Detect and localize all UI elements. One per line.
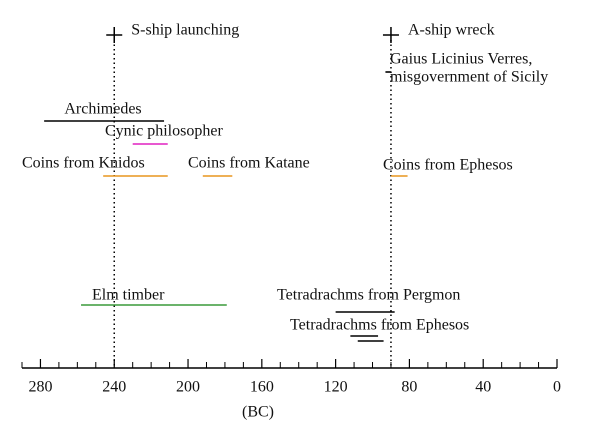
event-label: Coins from Ephesos: [383, 157, 513, 174]
x-tick-label: 120: [324, 379, 348, 396]
event-label: Tetradrachms from Ephesos: [290, 317, 469, 334]
event-label: misgovernment of Sicily: [390, 69, 548, 86]
event-label: Coins from Katane: [188, 155, 310, 172]
event-label: Elm timber: [92, 287, 165, 304]
x-axis-label: (BC): [242, 404, 274, 421]
x-tick-label: 80: [401, 379, 417, 396]
x-tick-label: 40: [475, 379, 491, 396]
x-tick-label: 160: [250, 379, 274, 396]
marker-label: S-ship launching: [131, 22, 239, 39]
event-label: Coins from Knidos: [22, 155, 145, 172]
x-tick-label: 280: [28, 379, 52, 396]
event-label: Archimedes: [64, 101, 141, 118]
event-label: Tetradrachms from Pergmon: [277, 287, 460, 304]
marker-label: A-ship wreck: [408, 22, 495, 39]
event-label: Cynic philosopher: [105, 123, 223, 140]
x-tick-label: 240: [102, 379, 126, 396]
event-label: Gaius Licinius Verres,: [390, 51, 532, 68]
marker-cross: [382, 27, 399, 43]
marker-cross: [106, 27, 123, 43]
x-tick-label: 200: [176, 379, 200, 396]
x-tick-label: 0: [553, 379, 561, 396]
